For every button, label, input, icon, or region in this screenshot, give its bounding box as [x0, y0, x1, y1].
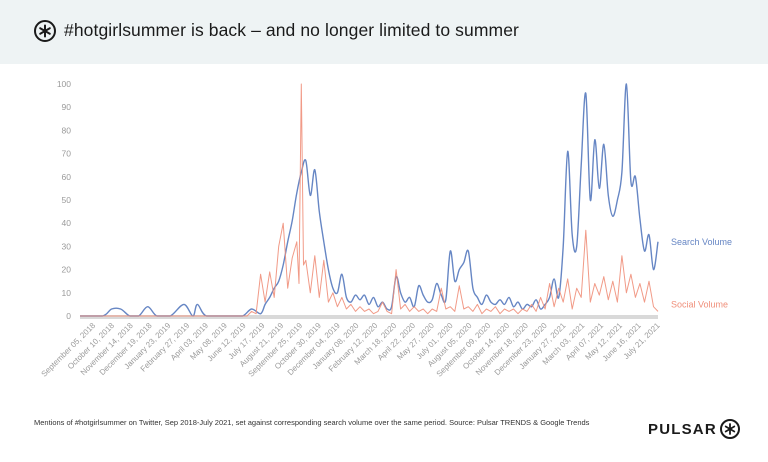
pulsar-brand: PULSAR — [648, 418, 740, 440]
series-label: Social Volume — [671, 299, 728, 309]
source-caption: Mentions of #hotgirlsummer on Twitter, S… — [34, 418, 590, 427]
y-tick-label: 50 — [62, 195, 72, 205]
y-tick-label: 20 — [62, 265, 72, 275]
y-tick-label: 100 — [57, 79, 71, 89]
y-tick-label: 10 — [62, 288, 72, 298]
y-tick-label: 70 — [62, 149, 72, 159]
pulsar-asterisk-icon — [34, 20, 56, 42]
y-tick-label: 60 — [62, 172, 72, 182]
y-tick-label: 90 — [62, 102, 72, 112]
brand-wordmark: PULSAR — [648, 420, 717, 438]
baseline-band — [80, 315, 658, 319]
series-label: Search Volume — [671, 237, 732, 247]
chart-title: #hotgirlsummer is back – and no longer l… — [64, 20, 519, 40]
y-tick-label: 40 — [62, 218, 72, 228]
series-line-search-volume — [80, 83, 659, 317]
y-tick-label: 80 — [62, 125, 72, 135]
y-tick-label: 0 — [66, 311, 71, 321]
y-tick-label: 30 — [62, 241, 72, 251]
header-bar: #hotgirlsummer is back – and no longer l… — [0, 0, 768, 64]
pulsar-asterisk-icon — [719, 419, 740, 439]
series-line-social-volume — [80, 83, 659, 317]
